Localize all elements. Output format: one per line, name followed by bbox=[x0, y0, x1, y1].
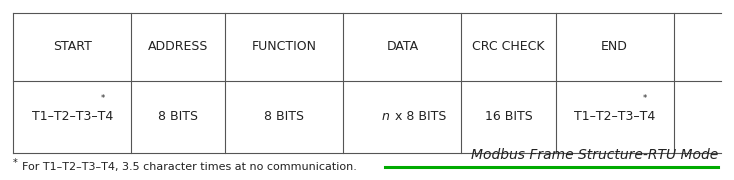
Text: CRC CHECK: CRC CHECK bbox=[472, 40, 545, 53]
Text: END: END bbox=[601, 40, 628, 53]
Text: *: * bbox=[101, 94, 105, 103]
Text: x 8 BITS: x 8 BITS bbox=[391, 111, 447, 123]
Text: FUNCTION: FUNCTION bbox=[252, 40, 317, 53]
Text: *: * bbox=[643, 94, 647, 103]
Text: 8 BITS: 8 BITS bbox=[159, 111, 198, 123]
Text: Modbus Frame Structure-RTU Mode: Modbus Frame Structure-RTU Mode bbox=[470, 148, 718, 162]
Text: DATA: DATA bbox=[386, 40, 418, 53]
Text: T1–T2–T3–T4: T1–T2–T3–T4 bbox=[32, 111, 113, 123]
Text: 8 BITS: 8 BITS bbox=[264, 111, 305, 123]
Text: For T1–T2–T3–T4, 3.5 character times at no communication.: For T1–T2–T3–T4, 3.5 character times at … bbox=[22, 162, 357, 172]
Text: 16 BITS: 16 BITS bbox=[484, 111, 532, 123]
Text: n: n bbox=[382, 111, 390, 123]
Text: START: START bbox=[53, 40, 92, 53]
Text: ADDRESS: ADDRESS bbox=[148, 40, 208, 53]
Text: T1–T2–T3–T4: T1–T2–T3–T4 bbox=[574, 111, 655, 123]
Text: *: * bbox=[13, 158, 18, 168]
